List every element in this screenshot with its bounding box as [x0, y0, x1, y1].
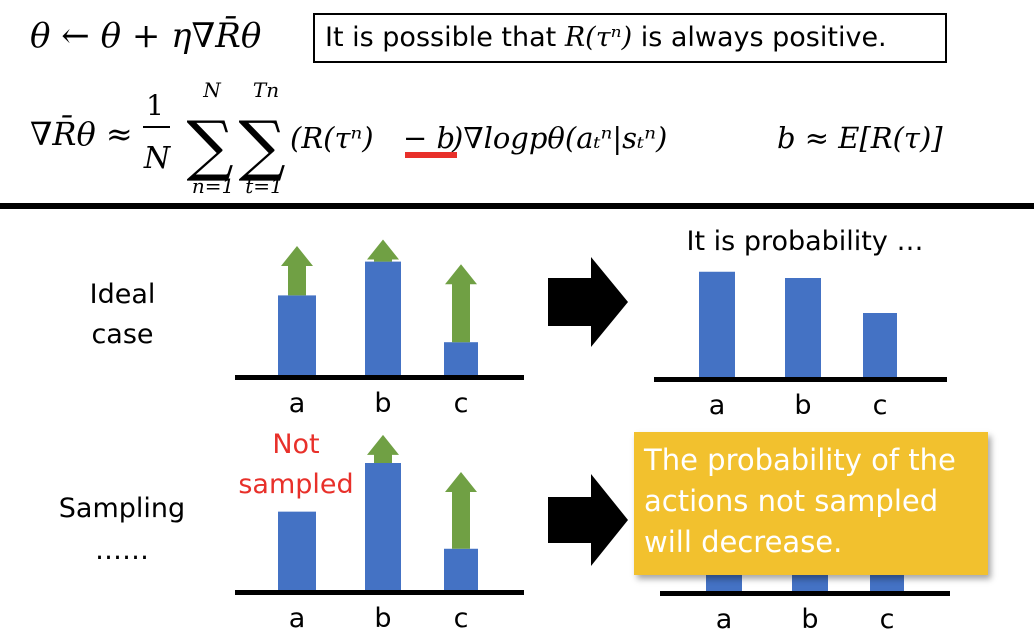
formula-body-b: − b	[403, 121, 455, 155]
bar-b	[785, 278, 821, 378]
bar-c	[870, 572, 904, 592]
tick-label-b: b	[801, 604, 818, 632]
gradient-formula: ∇R̄θ ≈ 1 N N ∑ n=1 Tn ∑ t=1 (R(τⁿ) − b )…	[30, 78, 943, 198]
sum2-upper: Tn	[253, 78, 279, 102]
bar-b	[792, 572, 828, 592]
tick-label-a: a	[289, 603, 306, 632]
bar-a	[278, 511, 316, 591]
note-prefix: It is possible that	[325, 22, 565, 53]
baseline-formula: b ≈ E[R(τ)]	[777, 121, 943, 155]
tick-label-c: c	[454, 603, 469, 632]
tick-label-c: c	[880, 604, 895, 632]
x-axis	[235, 590, 524, 595]
up-arrow-icon	[445, 264, 477, 343]
bar-b	[365, 463, 401, 591]
tick-label-c: c	[873, 390, 888, 421]
note-math: R(τⁿ)	[564, 22, 633, 53]
bar-a	[706, 572, 742, 592]
tick-label-b: b	[374, 388, 391, 419]
x-axis	[660, 591, 950, 596]
result-title: It is probability …	[686, 226, 924, 257]
bar-a	[699, 271, 735, 378]
baseline-underline	[405, 152, 457, 158]
sum1-sigma: ∑	[186, 107, 233, 184]
tick-label-b: b	[374, 603, 391, 632]
tick-label-a: a	[709, 390, 726, 421]
section-divider	[0, 203, 1034, 209]
up-arrow-icon	[445, 471, 477, 549]
ideal-case-label: Ideal case	[89, 279, 156, 350]
right-arrow-icon	[548, 474, 628, 566]
sum1-upper: N	[202, 78, 222, 102]
up-arrow-icon	[281, 246, 313, 296]
formula-body-a: (R(τⁿ)	[290, 121, 374, 155]
bar-c	[444, 342, 478, 376]
update-rule: θ ← θ + η∇R̄θ	[30, 16, 262, 56]
tick-label-c: c	[454, 388, 469, 419]
x-axis	[654, 377, 947, 382]
up-arrow-icon	[367, 434, 399, 463]
sum2-lower: t=1	[245, 174, 283, 198]
sum1-lower: n=1	[192, 174, 234, 198]
bar-b	[365, 261, 401, 376]
up-arrow-icon	[367, 239, 399, 262]
formula-body-c: )∇logpθ(aₜⁿ|sₜⁿ)	[451, 121, 667, 155]
tick-label-a: a	[289, 388, 306, 419]
decrease-note: The probability of the actions not sampl…	[634, 432, 988, 575]
right-arrow-icon	[548, 257, 628, 347]
positive-reward-note: It is possible that R(τⁿ) is always posi…	[313, 13, 947, 63]
bar-c	[444, 548, 478, 591]
sampling-label: Sampling ……	[58, 493, 186, 566]
sum2-sigma: ∑	[238, 107, 285, 184]
formula-lhs: ∇R̄θ ≈	[30, 115, 133, 153]
frac-denominator: N	[143, 141, 172, 176]
x-axis	[235, 375, 524, 380]
not-sampled-label: Not sampled	[238, 429, 354, 500]
tick-label-b: b	[794, 390, 811, 421]
bar-a	[278, 295, 316, 376]
tick-label-a: a	[716, 604, 733, 632]
note-suffix: is always positive.	[632, 22, 887, 53]
bar-c	[863, 313, 897, 378]
frac-numerator: 1	[146, 89, 164, 122]
